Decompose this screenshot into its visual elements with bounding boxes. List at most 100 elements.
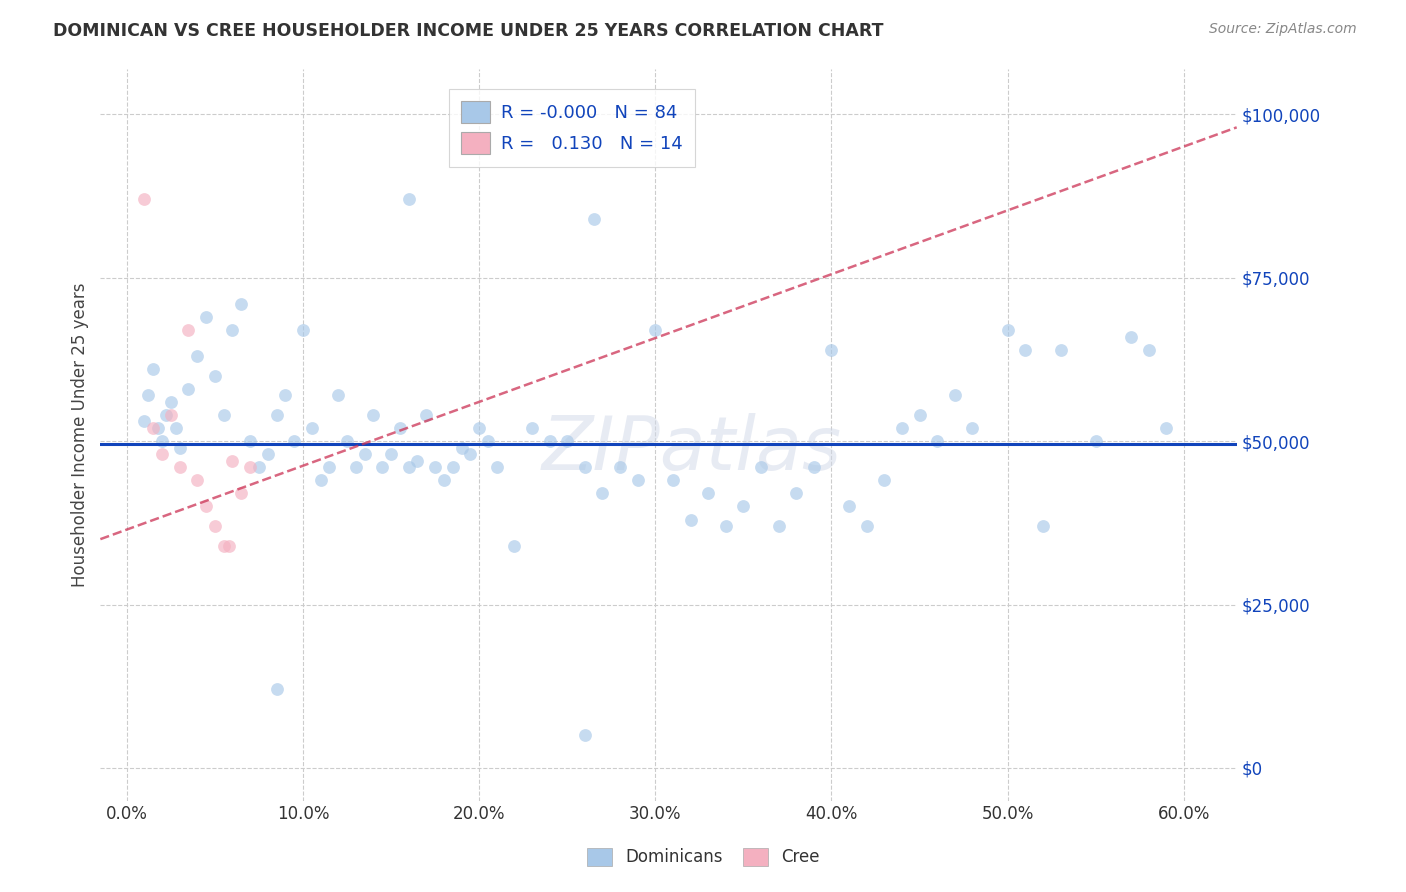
- Point: [204, 519, 226, 533]
- Point: [177, 382, 200, 396]
- Point: [962, 421, 984, 435]
- Point: [503, 539, 526, 553]
- Point: [218, 539, 240, 553]
- Point: [398, 192, 420, 206]
- Point: [785, 486, 807, 500]
- Point: [371, 460, 394, 475]
- Point: [433, 473, 456, 487]
- Point: [538, 434, 561, 449]
- Point: [134, 415, 156, 429]
- Point: [644, 323, 666, 337]
- Point: [609, 460, 631, 475]
- Point: [1119, 329, 1142, 343]
- Point: [820, 343, 842, 357]
- Point: [195, 500, 218, 514]
- Point: [283, 434, 305, 449]
- Point: [1137, 343, 1160, 357]
- Point: [239, 434, 262, 449]
- Point: [212, 408, 235, 422]
- Point: [1084, 434, 1107, 449]
- Point: [380, 447, 402, 461]
- Point: [150, 434, 173, 449]
- Point: [908, 408, 931, 422]
- Point: [477, 434, 499, 449]
- Point: [274, 388, 297, 402]
- Point: [353, 447, 375, 461]
- Point: [520, 421, 543, 435]
- Point: [165, 421, 187, 435]
- Point: [388, 421, 411, 435]
- Point: [148, 421, 170, 435]
- Point: [142, 362, 165, 376]
- Point: [398, 460, 420, 475]
- Point: [768, 519, 790, 533]
- Point: [134, 192, 156, 206]
- Point: [247, 460, 270, 475]
- Point: [142, 421, 165, 435]
- Point: [318, 460, 340, 475]
- Point: [679, 512, 702, 526]
- Point: [221, 323, 243, 337]
- Point: [441, 460, 464, 475]
- Point: [301, 421, 323, 435]
- Point: [266, 408, 288, 422]
- Point: [186, 349, 208, 363]
- Point: [1014, 343, 1036, 357]
- Point: [468, 421, 491, 435]
- Point: [891, 421, 914, 435]
- Point: [873, 473, 896, 487]
- Point: [150, 447, 173, 461]
- Point: [574, 460, 596, 475]
- Point: [177, 323, 200, 337]
- Legend: Dominicans, Cree: Dominicans, Cree: [578, 839, 828, 875]
- Point: [714, 519, 737, 533]
- Point: [159, 395, 181, 409]
- Legend: R = -0.000   N = 84, R =   0.130   N = 14: R = -0.000 N = 84, R = 0.130 N = 14: [449, 88, 696, 167]
- Point: [328, 388, 350, 402]
- Point: [239, 460, 262, 475]
- Point: [231, 297, 253, 311]
- Point: [136, 388, 159, 402]
- Point: [450, 441, 472, 455]
- Point: [627, 473, 650, 487]
- Text: ZIPatlas: ZIPatlas: [541, 413, 841, 485]
- Point: [1154, 421, 1177, 435]
- Text: DOMINICAN VS CREE HOUSEHOLDER INCOME UNDER 25 YEARS CORRELATION CHART: DOMINICAN VS CREE HOUSEHOLDER INCOME UND…: [53, 22, 884, 40]
- Point: [591, 486, 613, 500]
- Point: [855, 519, 877, 533]
- Point: [838, 500, 860, 514]
- Point: [186, 473, 208, 487]
- Point: [221, 453, 243, 467]
- Point: [423, 460, 446, 475]
- Point: [231, 486, 253, 500]
- Point: [460, 447, 482, 461]
- Point: [927, 434, 949, 449]
- Point: [256, 447, 278, 461]
- Point: [582, 211, 605, 226]
- Point: [212, 539, 235, 553]
- Point: [344, 460, 367, 475]
- Point: [363, 408, 385, 422]
- Text: Source: ZipAtlas.com: Source: ZipAtlas.com: [1209, 22, 1357, 37]
- Point: [291, 323, 314, 337]
- Point: [997, 323, 1019, 337]
- Point: [485, 460, 508, 475]
- Point: [266, 682, 288, 697]
- Point: [733, 500, 755, 514]
- Point: [803, 460, 825, 475]
- Point: [336, 434, 359, 449]
- Point: [697, 486, 720, 500]
- Point: [574, 728, 596, 742]
- Point: [662, 473, 685, 487]
- Point: [169, 441, 191, 455]
- Point: [555, 434, 578, 449]
- Point: [406, 453, 429, 467]
- Point: [1032, 519, 1054, 533]
- Point: [169, 460, 191, 475]
- Point: [195, 310, 218, 324]
- Point: [1049, 343, 1071, 357]
- Point: [155, 408, 177, 422]
- Point: [415, 408, 437, 422]
- Y-axis label: Householder Income Under 25 years: Householder Income Under 25 years: [72, 283, 89, 587]
- Point: [159, 408, 181, 422]
